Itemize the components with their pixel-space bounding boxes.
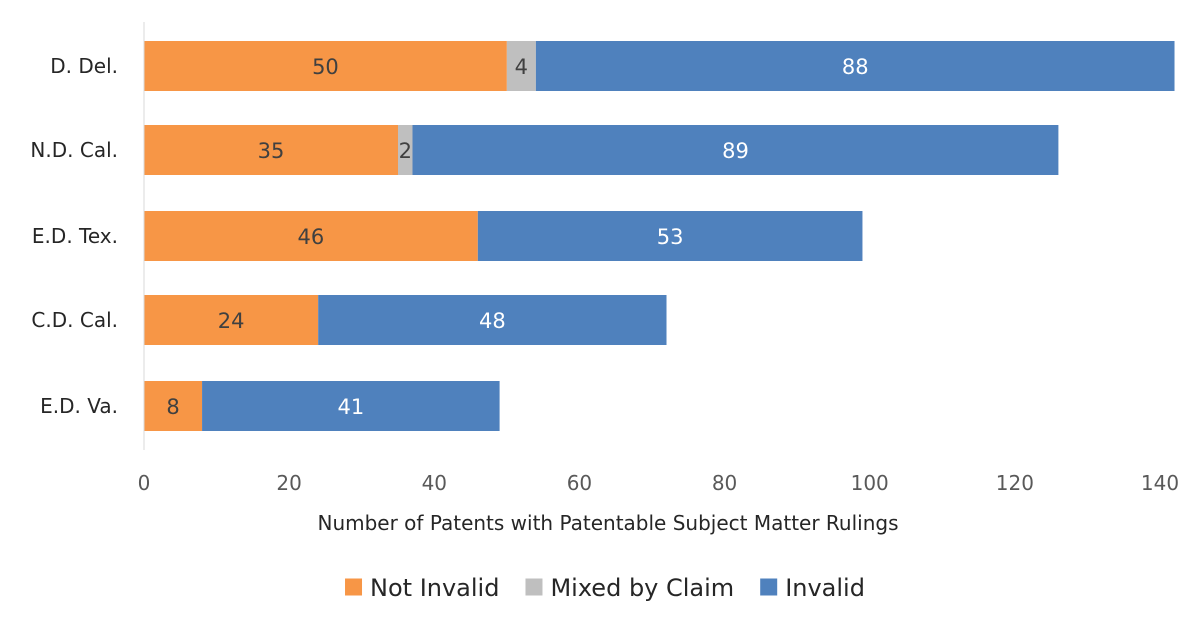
category-labels-layer: D. Del. N.D. Cal. E.D. Tex. C.D. Cal. E.D. V…: [30, 54, 118, 418]
legend-swatch-mixed-by-claim: [525, 579, 542, 596]
legend-label-mixed-by-claim: Mixed by Claim: [550, 574, 734, 602]
data-label-e-d-va-not-invalid: 8: [166, 395, 179, 419]
stacked-bar-chart: 504883528946532448841 D. Del.N.D. Cal.E.…: [0, 0, 1202, 627]
legend: Not Invalid Mixed by Claim Invalid: [345, 574, 865, 602]
x-axis-title: Number of Patents with Patentable Subjec…: [317, 511, 898, 535]
legend-swatch-not-invalid: [345, 579, 362, 596]
category-label-d-del: D. Del.: [50, 54, 118, 78]
chart-container: 504883528946532448841 D. Del.N.D. Cal.E.…: [0, 0, 1202, 627]
data-label-e-d-tex-invalid: 53: [657, 225, 684, 249]
legend-swatch-invalid: [760, 579, 777, 596]
x-tick-label-140: 140: [1141, 471, 1179, 495]
data-label-n-d-cal-not-invalid: 35: [258, 139, 285, 163]
data-label-c-d-cal-invalid: 48: [479, 309, 506, 333]
x-tick-label-40: 40: [422, 471, 447, 495]
x-tick-label-120: 120: [996, 471, 1034, 495]
category-label-c-d-cal: C.D. Cal.: [31, 308, 118, 332]
data-label-n-d-cal-mixed-by-claim: 2: [399, 139, 412, 163]
x-tick-label-20: 20: [276, 471, 301, 495]
x-tick-label-60: 60: [567, 471, 592, 495]
x-tick-label-80: 80: [712, 471, 737, 495]
data-label-d-del-mixed-by-claim: 4: [515, 55, 528, 79]
legend-label-not-invalid: Not Invalid: [370, 574, 499, 602]
category-label-e-d-tex: E.D. Tex.: [32, 224, 118, 248]
category-label-n-d-cal: N.D. Cal.: [30, 138, 118, 162]
data-label-n-d-cal-invalid: 89: [722, 139, 749, 163]
data-label-d-del-not-invalid: 50: [312, 55, 339, 79]
legend-label-invalid: Invalid: [785, 574, 865, 602]
x-tick-label-0: 0: [138, 471, 151, 495]
legend-item-invalid: Invalid: [760, 574, 865, 602]
x-tick-label-100: 100: [851, 471, 889, 495]
data-label-d-del-invalid: 88: [842, 55, 869, 79]
data-label-e-d-tex-not-invalid: 46: [298, 225, 325, 249]
data-label-e-d-va-invalid: 41: [337, 395, 364, 419]
legend-item-not-invalid: Not Invalid: [345, 574, 499, 602]
data-label-c-d-cal-not-invalid: 24: [218, 309, 245, 333]
category-label-e-d-va: E.D. Va.: [40, 394, 118, 418]
legend-item-mixed-by-claim: Mixed by Claim: [525, 574, 734, 602]
